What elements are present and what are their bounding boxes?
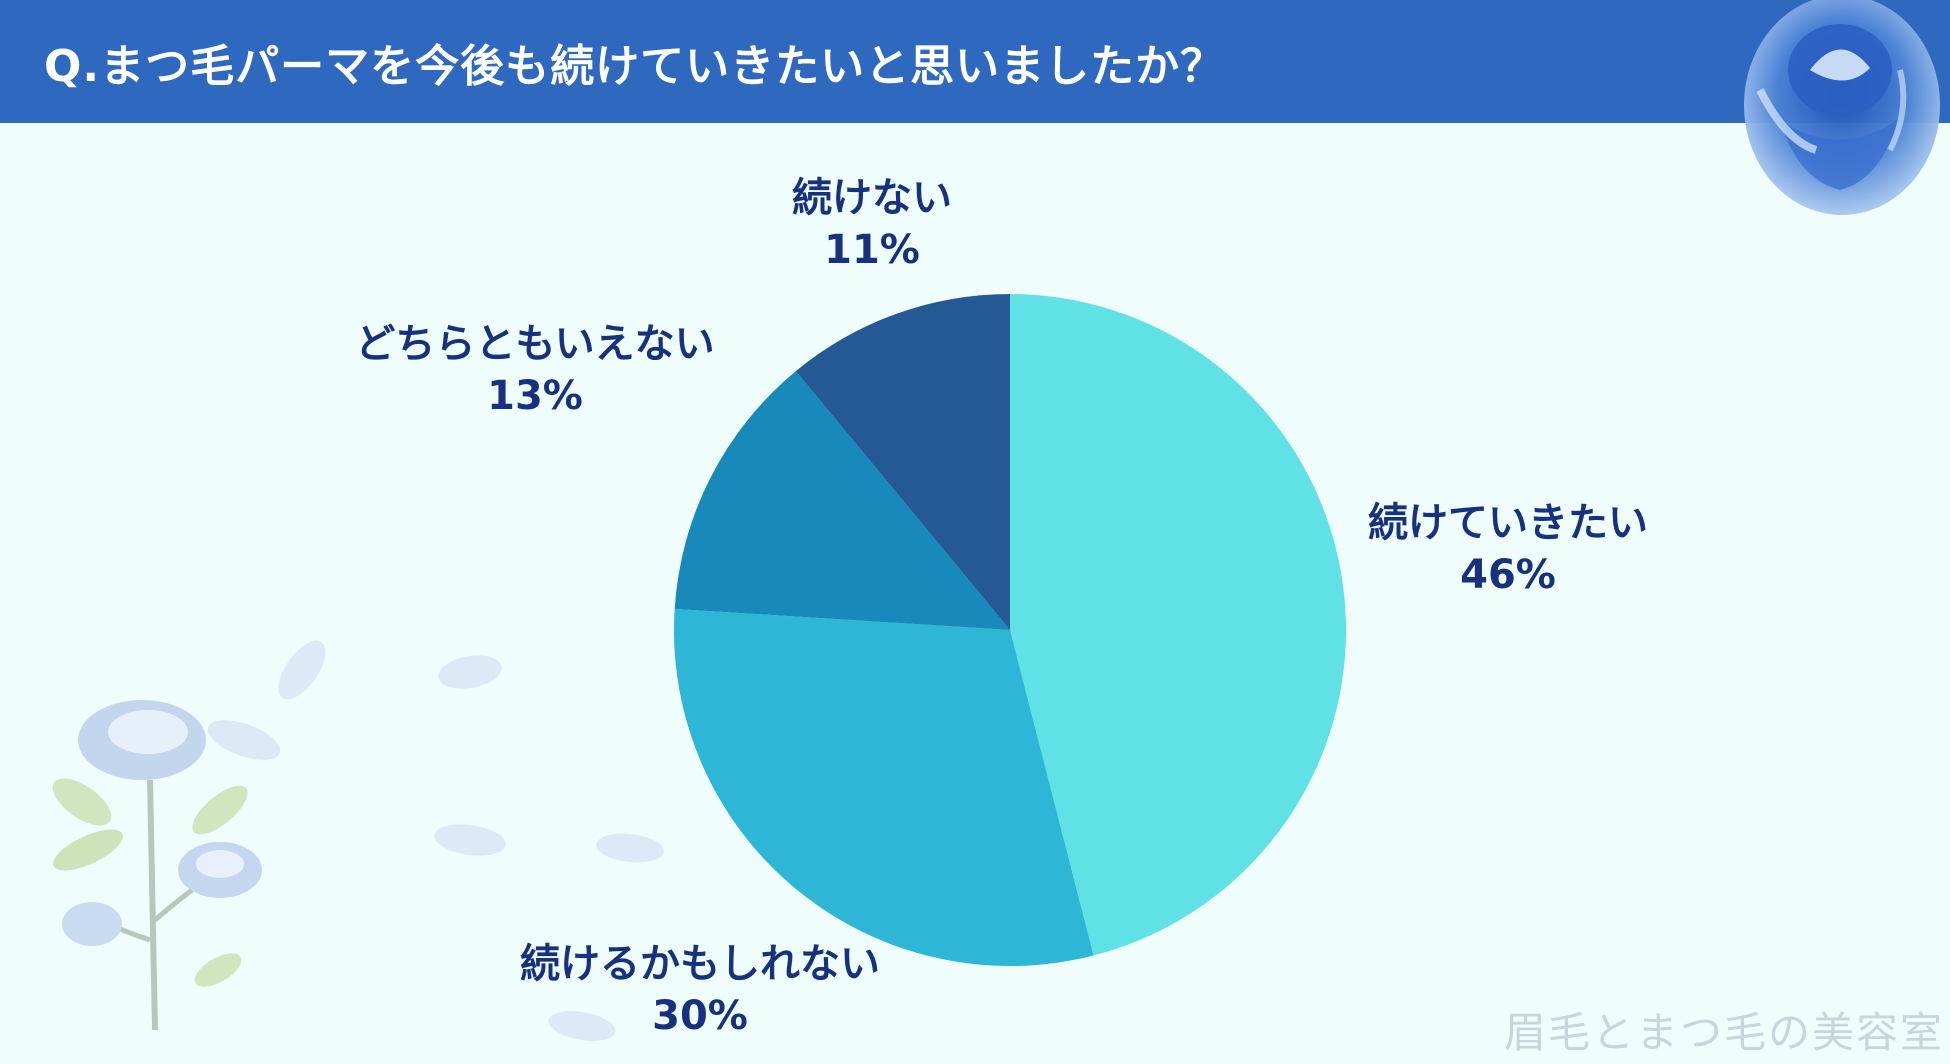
petal-icon <box>207 640 664 1041</box>
blue-rose-icon <box>1744 0 1940 215</box>
slice-label-2: 続けるかもしれない 30% <box>520 938 880 1042</box>
page-title: Q.まつ毛パーマを今後も続けていきたいと思いましたか？ <box>44 41 1226 92</box>
slice-name-label: 続けない <box>792 175 952 221</box>
pie-slice-4 <box>795 294 1010 630</box>
slice-value-label: 11% <box>824 227 920 273</box>
slice-name-label: 続けるかもしれない <box>520 941 880 987</box>
slice-value-label: 13% <box>487 373 583 419</box>
pie-slice-2 <box>673 608 1094 967</box>
pie-slice-3 <box>674 371 1010 630</box>
brand-watermark: 眉毛とまつ毛の美容室 <box>1503 1008 1944 1057</box>
slice-label-1: 続けていきたい 46% <box>1368 497 1648 601</box>
header-bar: Q.まつ毛パーマを今後も続けていきたいと思いましたか？ <box>0 0 1950 123</box>
pie-slice-1 <box>1010 294 1347 956</box>
slice-value-label: 30% <box>652 993 748 1039</box>
slice-value-label: 46% <box>1460 552 1556 598</box>
blue-rose-branch-icon <box>52 700 262 1030</box>
slice-name-label: 続けていきたい <box>1368 500 1648 546</box>
slice-name-label: どちらともいえない <box>355 321 715 367</box>
slice-label-4: 続けない 11% <box>792 172 952 276</box>
slice-label-3: どちらともいえない 13% <box>355 318 714 422</box>
